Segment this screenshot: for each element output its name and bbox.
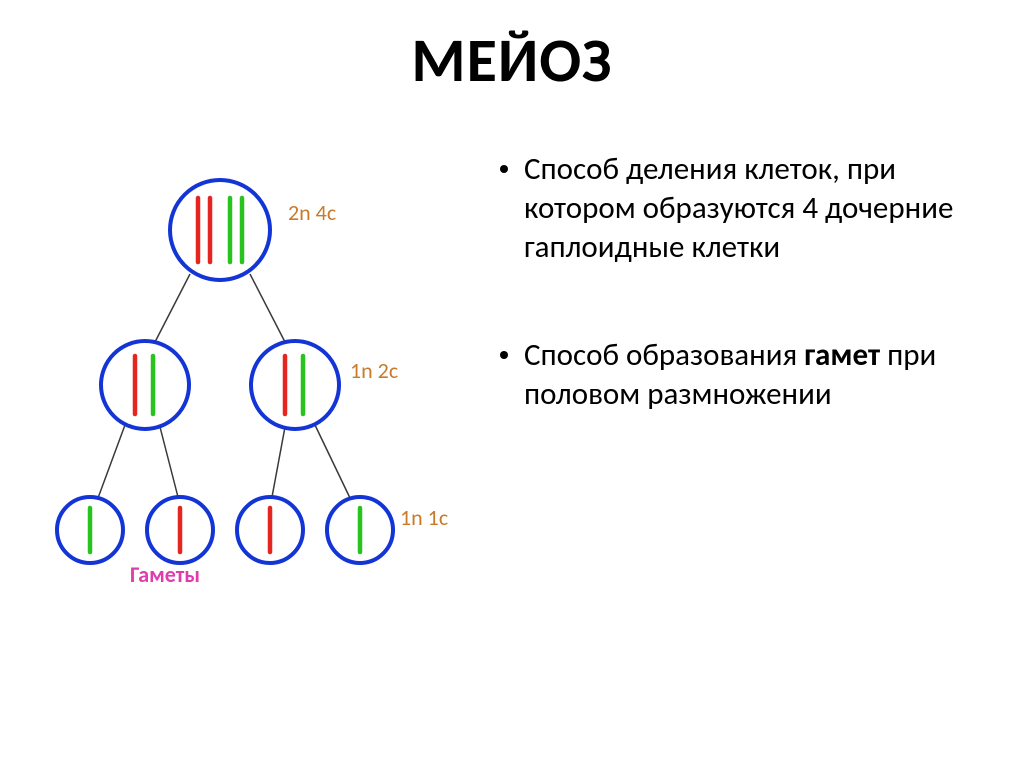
meiosis-diagram: 2n 4c 1n 2c 1n 1c Гаметы bbox=[30, 150, 470, 630]
svg-text:1n 1c: 1n 1c bbox=[400, 504, 448, 531]
svg-text:1n 2c: 1n 2c bbox=[350, 357, 398, 384]
svg-text:2n 4c: 2n 4c bbox=[288, 199, 336, 226]
bullet-dot-icon bbox=[500, 351, 508, 359]
bullet-2-pre: Способ образования bbox=[524, 336, 804, 374]
bullet-2-text: Способ образования гамет при половом раз… bbox=[524, 336, 980, 414]
bullet-2: Способ образования гамет при половом раз… bbox=[500, 336, 980, 414]
page-title: МЕЙОЗ bbox=[0, 22, 1024, 98]
svg-text:Гаметы: Гаметы bbox=[130, 561, 200, 588]
bullet-1: Способ деления клеток, при котором образ… bbox=[500, 150, 980, 266]
bullet-1-text: Способ деления клеток, при котором образ… bbox=[524, 150, 980, 266]
text-column: Способ деления клеток, при котором образ… bbox=[500, 150, 980, 484]
bullet-2-bold: гамет bbox=[804, 336, 880, 374]
bullet-dot-icon bbox=[500, 165, 508, 173]
